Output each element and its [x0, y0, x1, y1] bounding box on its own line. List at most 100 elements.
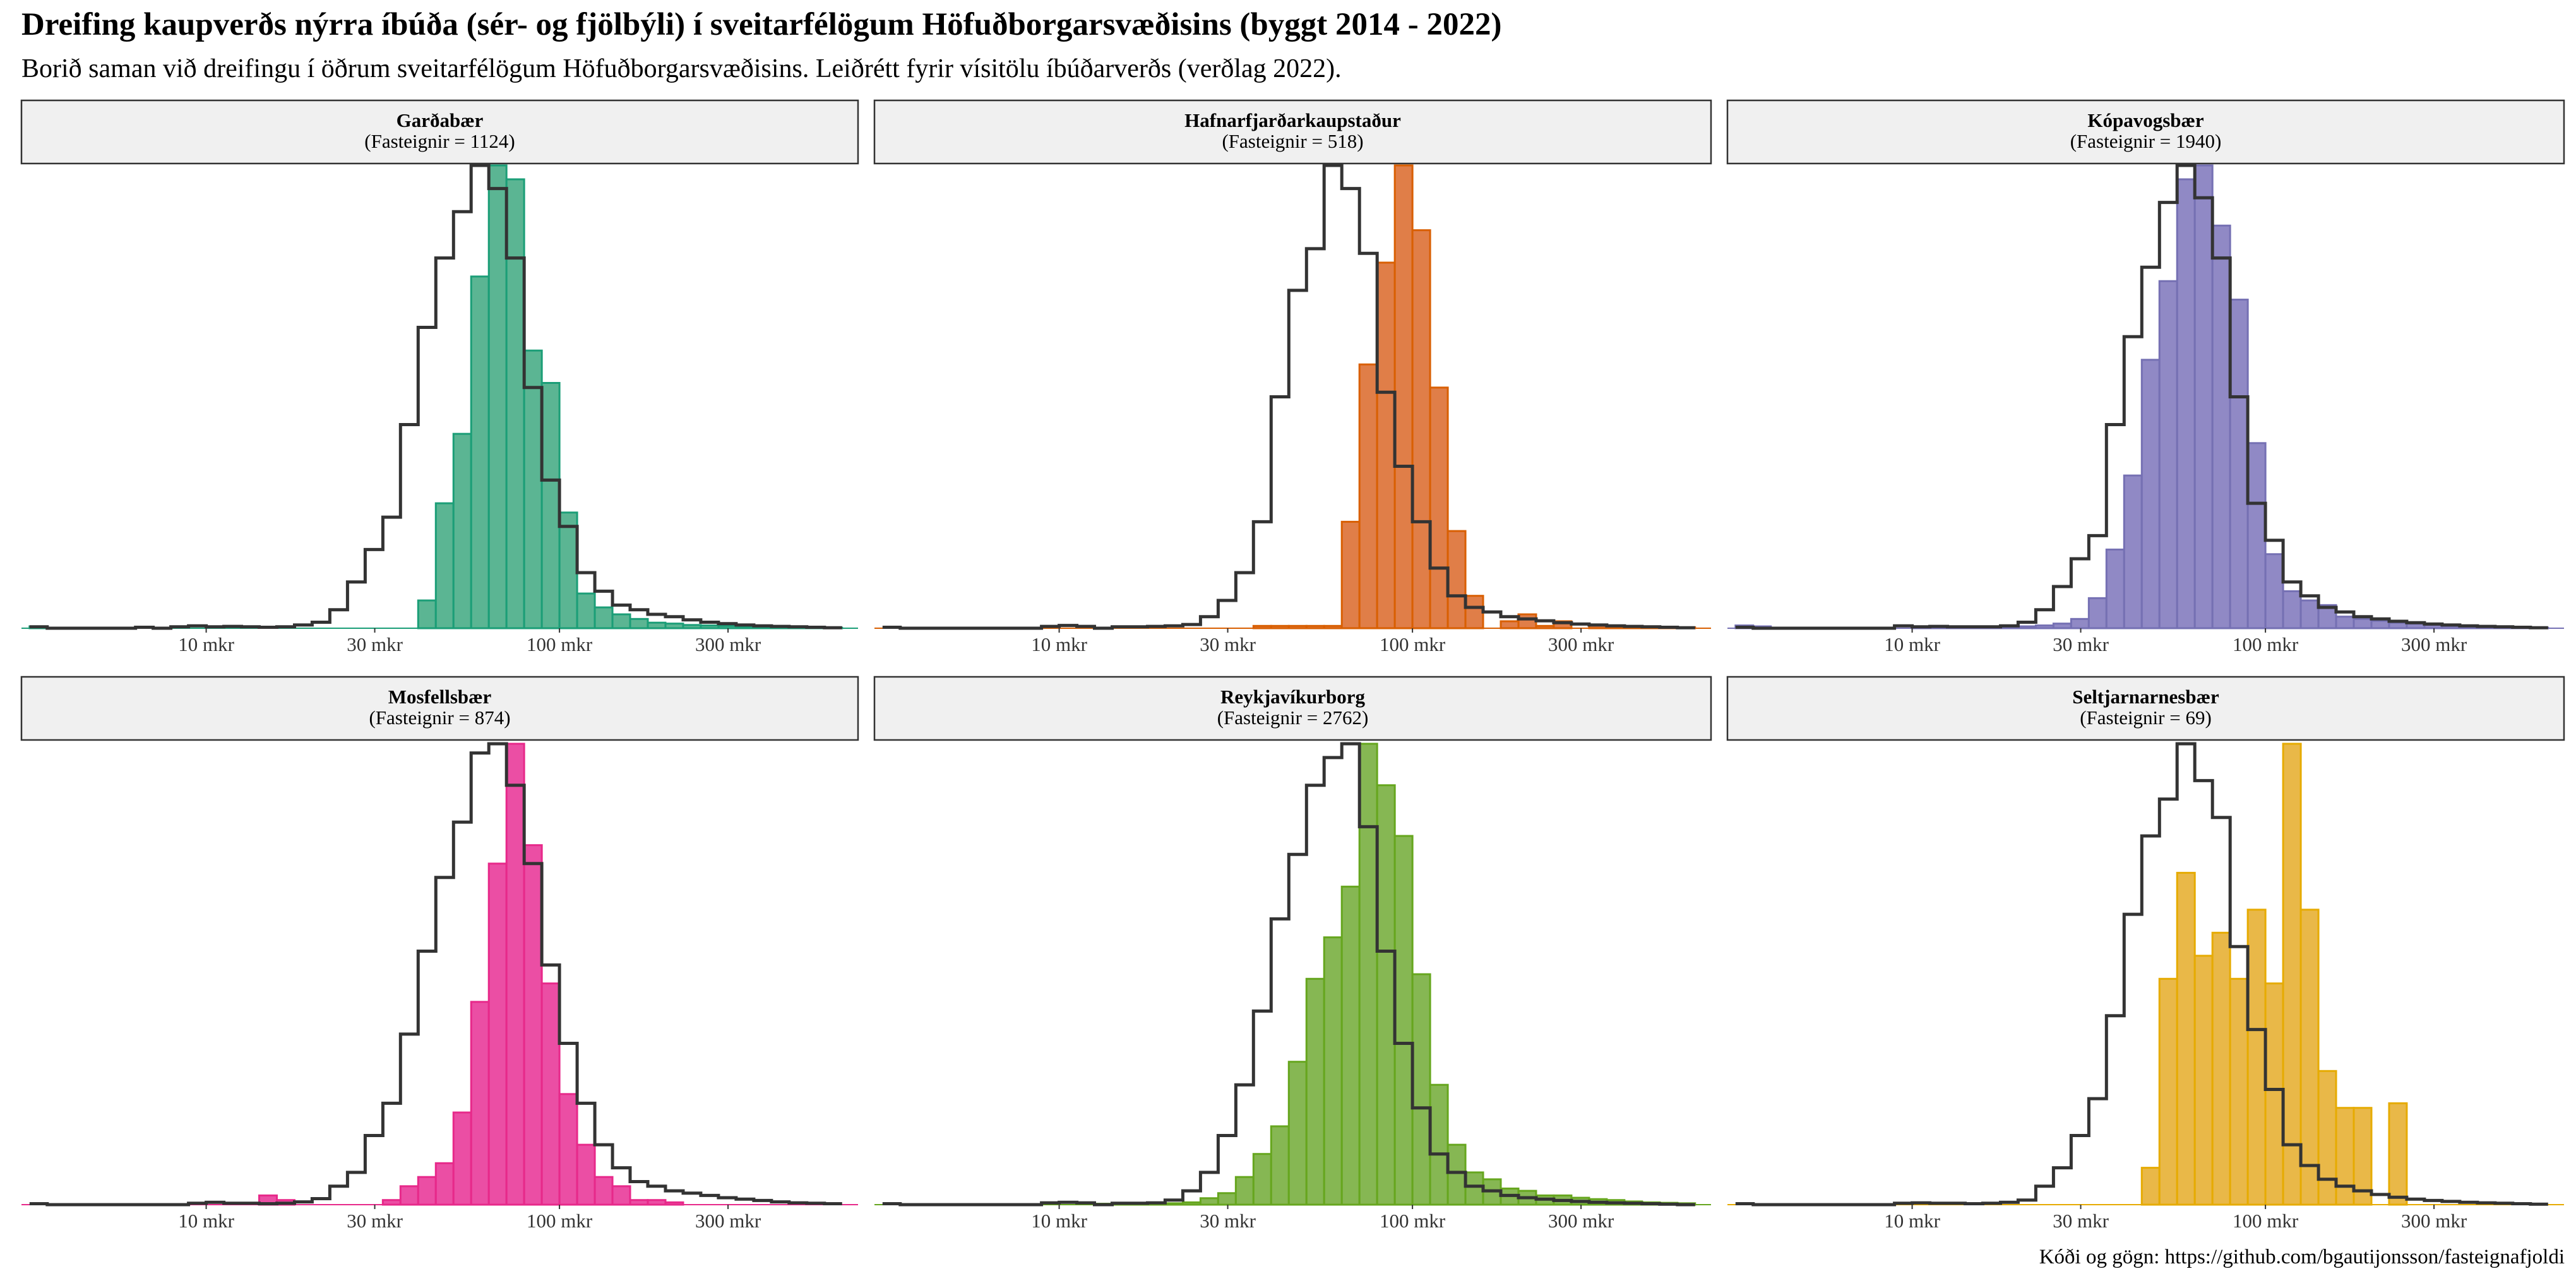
reference-outline — [29, 164, 842, 630]
x-tick-label: 10 mkr — [1884, 1210, 1940, 1232]
histogram-bar — [2246, 442, 2267, 629]
histogram-bar — [2193, 164, 2214, 629]
histogram-bar — [1429, 386, 1449, 629]
histogram-bar — [434, 1162, 455, 1206]
x-tick-label: 300 mkr — [695, 633, 761, 655]
histogram-bar — [2282, 590, 2302, 629]
x-tick-label: 10 mkr — [1884, 633, 1940, 655]
histogram-bar — [2317, 1070, 2337, 1206]
x-tick-label: 100 mkr — [527, 1210, 593, 1232]
x-tick-label: 100 mkr — [2233, 633, 2299, 655]
x-tick-label: 300 mkr — [2401, 1210, 2467, 1232]
x-tick-label: 30 mkr — [2053, 1210, 2109, 1232]
histogram-bar — [576, 1143, 596, 1206]
histogram-bar — [2335, 616, 2355, 629]
histogram-bar — [576, 592, 596, 629]
histogram-bar — [647, 1199, 667, 1206]
facet-count-label: (Fasteignir = 69) — [2080, 707, 2212, 729]
x-tick-label: 30 mkr — [2053, 633, 2109, 655]
panel-seltjarnarnesbaer: Seltjarnarnesbær(Fasteignir = 69) 10 mkr 3… — [1726, 676, 2565, 1232]
panel-kopavogsbaer: Kópavogsbær(Fasteignir = 1940) 10 mkr 30 m… — [1726, 99, 2565, 655]
histogram-bar — [1252, 1153, 1272, 1206]
histogram-bar — [417, 599, 437, 629]
facet-count-label: (Fasteignir = 2762) — [1217, 707, 1369, 729]
histogram-bar — [1411, 973, 1431, 1206]
histogram-bar — [487, 862, 508, 1206]
histogram-bar — [2299, 599, 2320, 629]
histogram-bar — [2370, 619, 2390, 629]
histogram-bar — [2140, 359, 2161, 629]
histogram-bar — [2052, 623, 2072, 629]
histogram-bar — [2264, 982, 2284, 1206]
x-tick-label: 100 mkr — [1380, 1210, 1446, 1232]
x-tick-label: 300 mkr — [695, 1210, 761, 1232]
histogram-bars — [1252, 164, 1696, 629]
reference-outline — [1735, 742, 2548, 1207]
histogram-bar — [1323, 936, 1343, 1206]
histogram-bar — [1376, 261, 1396, 629]
histogram-bar — [2211, 931, 2231, 1206]
histogram-bar — [2299, 909, 2320, 1206]
facet-title: Garðabær — [397, 109, 484, 131]
histogram-bar — [611, 1185, 631, 1206]
histogram-bar — [1376, 784, 1396, 1206]
histogram-bar — [523, 844, 543, 1206]
histogram-bar — [2406, 623, 2426, 629]
histogram-bar — [505, 178, 525, 629]
histogram-bar — [2211, 224, 2231, 629]
histogram-bar — [1464, 595, 1484, 629]
histogram-bar — [2246, 909, 2267, 1206]
histogram-bar — [2335, 1107, 2355, 1206]
x-tick-label: 10 mkr — [178, 633, 234, 655]
histogram-bar — [1429, 1083, 1449, 1206]
x-tick-label: 10 mkr — [1031, 1210, 1087, 1232]
x-tick-label: 100 mkr — [2233, 1210, 2299, 1232]
histogram-bar — [487, 164, 508, 629]
histogram-bar — [1358, 363, 1378, 629]
histogram-bar — [1464, 1171, 1484, 1206]
reference-outline — [882, 164, 1695, 630]
histogram-bar — [629, 1199, 649, 1206]
histogram-bar — [1287, 1061, 1308, 1206]
panel-mosfellsbaer: Mosfellsbær(Fasteignir = 874) 10 mkr 30 mk… — [20, 676, 859, 1232]
histogram-bar — [629, 617, 649, 629]
histogram-bars — [2140, 742, 2408, 1206]
histogram-bar — [1340, 520, 1361, 629]
x-tick-label: 300 mkr — [1548, 1210, 1614, 1232]
histogram-bar — [2140, 1167, 2161, 1206]
histogram-bar — [2229, 977, 2249, 1206]
histogram-bar — [1217, 1192, 1237, 1206]
histogram-bar — [2070, 617, 2090, 629]
x-tick-label: 100 mkr — [527, 633, 593, 655]
histogram-bar — [2388, 621, 2408, 629]
histogram-bar — [434, 502, 455, 629]
panel-hafnarfjardarkaupstadur: Hafnarfjarðarkaupstaður(Fasteignir = 518… — [873, 99, 1712, 655]
histogram-bar — [540, 982, 561, 1206]
reference-outline — [1735, 164, 2548, 630]
histogram-bar — [1305, 977, 1325, 1206]
facet-count-label: (Fasteignir = 518) — [1222, 130, 1363, 152]
histogram-bar — [2158, 280, 2178, 629]
histogram-bar — [452, 432, 472, 629]
chart-title: Dreifing kaupverðs nýrra íbúða (sér- og … — [21, 7, 1502, 42]
facet-title: Mosfellsbær — [388, 686, 492, 708]
histogram-bar — [2193, 955, 2214, 1206]
histogram-bar — [647, 621, 667, 629]
facet-count-label: (Fasteignir = 874) — [369, 707, 510, 729]
facet-strip — [1726, 676, 2565, 741]
x-tick-label: 30 mkr — [1200, 633, 1256, 655]
facet-strip — [20, 99, 859, 165]
facet-strip — [20, 676, 859, 741]
histogram-bar — [470, 275, 490, 629]
x-tick-label: 30 mkr — [347, 633, 403, 655]
histogram-bar — [2352, 617, 2373, 629]
facet-count-label: (Fasteignir = 1124) — [364, 130, 515, 152]
x-tick-label: 30 mkr — [1200, 1210, 1256, 1232]
histogram-bar — [381, 1199, 402, 1206]
facet-strip — [873, 99, 1712, 165]
histogram-bar — [523, 349, 543, 629]
facet-title: Reykjavíkurborg — [1220, 686, 1366, 708]
histogram-bar — [2264, 553, 2284, 629]
histogram-bars — [28, 164, 844, 629]
